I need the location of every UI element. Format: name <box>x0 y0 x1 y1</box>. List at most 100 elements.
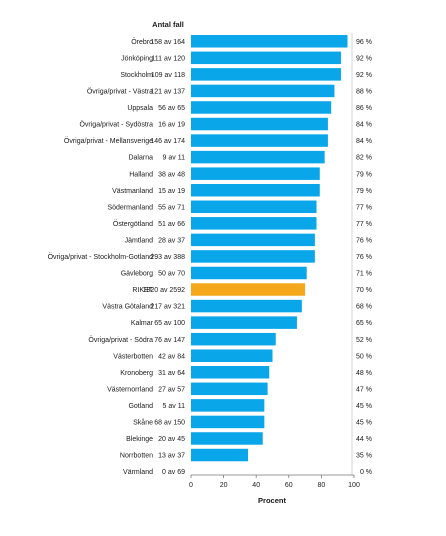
value-label: 76 % <box>356 237 372 244</box>
category-label: Gävleborg <box>121 271 153 278</box>
x-tick-label: 60 <box>285 482 293 489</box>
count-label: 27 av 57 <box>158 386 185 393</box>
bar-row: Västernorrland 27 av 57 47 % <box>107 382 372 396</box>
category-label: Övriga/privat - Södra <box>88 336 153 344</box>
bar-row: Kalmar 65 av 100 65 % <box>131 316 372 329</box>
bar <box>191 183 320 197</box>
x-tick-label: 40 <box>252 482 260 489</box>
category-label: Värmland <box>123 469 153 476</box>
value-label: 79 % <box>356 188 372 195</box>
value-label: 48 % <box>356 370 372 377</box>
category-label: Västra Götaland <box>102 304 153 311</box>
count-label: 28 av 37 <box>158 237 185 244</box>
value-label: 52 % <box>356 337 372 344</box>
category-label: Uppsala <box>127 105 153 112</box>
category-label: Övriga/privat - Stockholm-Gotland <box>48 253 154 261</box>
category-label: Jönköping <box>121 55 153 62</box>
value-label: 92 % <box>356 55 372 62</box>
bar-row: Södermanland 55 av 71 77 % <box>107 200 372 214</box>
bar <box>191 233 315 247</box>
bar <box>191 217 317 230</box>
bar <box>191 316 297 329</box>
bar <box>191 448 249 462</box>
count-label: 56 av 65 <box>158 105 185 112</box>
count-label: 1820 av 2592 <box>143 287 186 294</box>
count-label: 31 av 64 <box>158 370 185 377</box>
count-label: 111 av 120 <box>151 55 185 62</box>
bar <box>191 415 265 429</box>
bar-row: Dalarna 9 av 11 82 % <box>128 150 372 164</box>
x-tick-label: 0 <box>189 482 193 489</box>
count-label: 42 av 84 <box>158 353 185 360</box>
count-label: 76 av 147 <box>154 337 185 344</box>
category-label: Västmanland <box>112 188 153 195</box>
value-label: 84 % <box>356 122 372 129</box>
bar <box>191 332 276 346</box>
category-label: RIKET <box>132 287 153 294</box>
bar-row: Gävleborg 50 av 70 71 % <box>121 266 372 280</box>
value-label: 76 % <box>356 254 372 261</box>
bar-row: Skåne 68 av 150 45 % <box>133 415 372 429</box>
bar <box>191 432 263 445</box>
bar-row: Norrbotten 13 av 37 35 % <box>120 448 372 462</box>
count-label: 16 av 19 <box>158 122 185 129</box>
value-label: 0 % <box>360 469 372 476</box>
value-label: 77 % <box>356 204 372 211</box>
x-axis: 0 20 40 60 80 100 <box>189 474 360 489</box>
category-label: Västerbotten <box>113 353 153 360</box>
bar-row: Jämtland 28 av 37 76 % <box>125 233 372 247</box>
count-label: 15 av 19 <box>158 188 185 195</box>
count-label: 38 av 48 <box>158 171 185 178</box>
category-label: Gotland <box>128 403 153 410</box>
bar-row: Övriga/privat - Södra 76 av 147 52 % <box>88 332 372 346</box>
bar-row: Östergötland 51 av 66 77 % <box>113 217 372 230</box>
x-tick-label: 100 <box>348 482 360 489</box>
category-label: Södermanland <box>107 204 153 211</box>
category-label: Östergötland <box>113 220 153 228</box>
category-label: Västernorrland <box>107 386 153 393</box>
bar <box>191 167 320 180</box>
value-label: 45 % <box>356 403 372 410</box>
count-label: 13 av 37 <box>158 453 185 460</box>
count-label: 68 av 150 <box>154 420 185 427</box>
category-label: Jämtland <box>125 237 154 244</box>
value-label: 86 % <box>356 105 372 112</box>
category-label: Övriga/privat - Sydöstra <box>79 121 153 129</box>
x-axis-label: Procent <box>258 496 286 505</box>
count-label: 50 av 70 <box>158 271 185 278</box>
bar <box>191 349 273 362</box>
bar-row: Blekinge 20 av 45 44 % <box>126 432 372 445</box>
bar <box>191 200 317 214</box>
bar-row: Kronoberg 31 av 64 48 % <box>120 366 372 379</box>
count-label: 51 av 66 <box>158 221 185 228</box>
category-label: Kronoberg <box>120 370 153 377</box>
value-label: 45 % <box>356 420 372 427</box>
bar <box>191 150 325 164</box>
category-label: Skåne <box>133 419 153 427</box>
bar-row: Uppsala 56 av 65 86 % <box>127 101 372 114</box>
category-label: Blekinge <box>126 436 153 443</box>
value-label: 96 % <box>356 39 372 46</box>
count-label: 158 av 164 <box>150 39 185 46</box>
value-label: 71 % <box>356 271 372 278</box>
bar-row: Västerbotten 42 av 84 50 % <box>113 349 372 362</box>
category-label: Norrbotten <box>120 453 153 460</box>
bar <box>191 266 307 280</box>
count-label: 293 av 388 <box>150 254 185 261</box>
bar <box>191 382 268 396</box>
value-label: 79 % <box>356 171 372 178</box>
count-label: 20 av 45 <box>158 436 185 443</box>
value-label: 47 % <box>356 386 372 393</box>
bar <box>191 117 328 131</box>
value-label: 82 % <box>356 155 372 162</box>
count-label: 65 av 100 <box>154 320 185 327</box>
bar <box>191 101 332 114</box>
count-label: 146 av 174 <box>150 138 185 145</box>
count-label: 217 av 321 <box>150 304 185 311</box>
value-label: 77 % <box>356 221 372 228</box>
value-label: 44 % <box>356 436 372 443</box>
